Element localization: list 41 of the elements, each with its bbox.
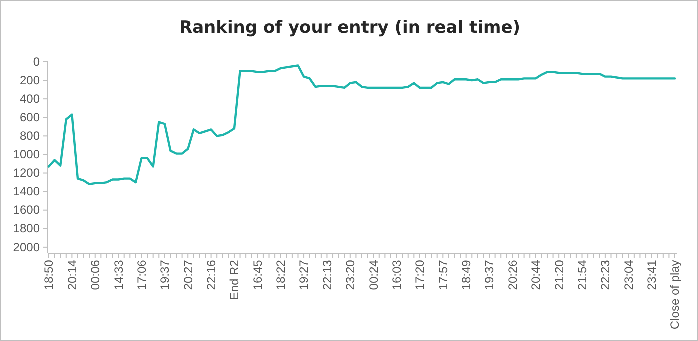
y-tick-label: 1400: [13, 184, 40, 199]
line-series: [48, 64, 676, 186]
y-tick-label: 600: [20, 110, 40, 124]
x-tick-label: 19:37: [482, 260, 497, 290]
x-tick-label: Close of play: [668, 260, 682, 330]
y-tick-label: 1000: [13, 148, 40, 162]
y-tick-label: 200: [20, 73, 40, 88]
x-tick-label: 22:23: [598, 260, 613, 290]
x-tick-label: 19:37: [158, 260, 172, 290]
x-tick-label: 19:27: [297, 260, 312, 290]
x-tick-label: 22:13: [320, 260, 334, 290]
x-tick-label: 20:26: [506, 260, 520, 290]
x-tick-label: 00:06: [88, 260, 103, 290]
y-tick-label: 1800: [13, 222, 40, 236]
x-tick-label: 22:16: [204, 260, 218, 290]
x-tick-label: 17:06: [134, 260, 149, 290]
x-tick-label: 00:24: [366, 260, 381, 290]
y-tick-label: 400: [20, 92, 40, 106]
x-tick-label: 21:20: [552, 260, 566, 290]
x-tick-label: 18:49: [460, 260, 474, 290]
x-tick-label: 23:20: [344, 260, 358, 290]
x-tick-label: 17:20: [413, 260, 428, 290]
x-tick-label: 18:22: [274, 260, 288, 290]
x-tick-label: 14:33: [112, 260, 126, 290]
x-tick-label: 20:14: [65, 260, 80, 290]
x-tick-label: 17:57: [436, 260, 450, 290]
y-tick-label: 1600: [13, 203, 40, 218]
y-tick-label: 800: [20, 129, 40, 144]
x-tick-label: 18:50: [42, 260, 56, 290]
x-tick-label: 16:45: [250, 260, 265, 290]
y-tick-label: 0: [33, 54, 40, 69]
x-tick-label: 16:03: [390, 260, 404, 290]
y-tick-label: 1200: [13, 166, 40, 180]
x-tick-label: 21:54: [575, 260, 590, 290]
x-tick-label: 23:04: [622, 260, 636, 290]
x-tick-label: 20:44: [529, 260, 544, 290]
x-tick-label: 23:41: [645, 260, 660, 290]
x-tick-label: End R2: [228, 260, 242, 300]
chart-title: Ranking of your entry (in real time): [179, 18, 521, 38]
y-tick-label: 2000: [13, 240, 40, 254]
x-tick-label: 20:27: [181, 260, 196, 290]
